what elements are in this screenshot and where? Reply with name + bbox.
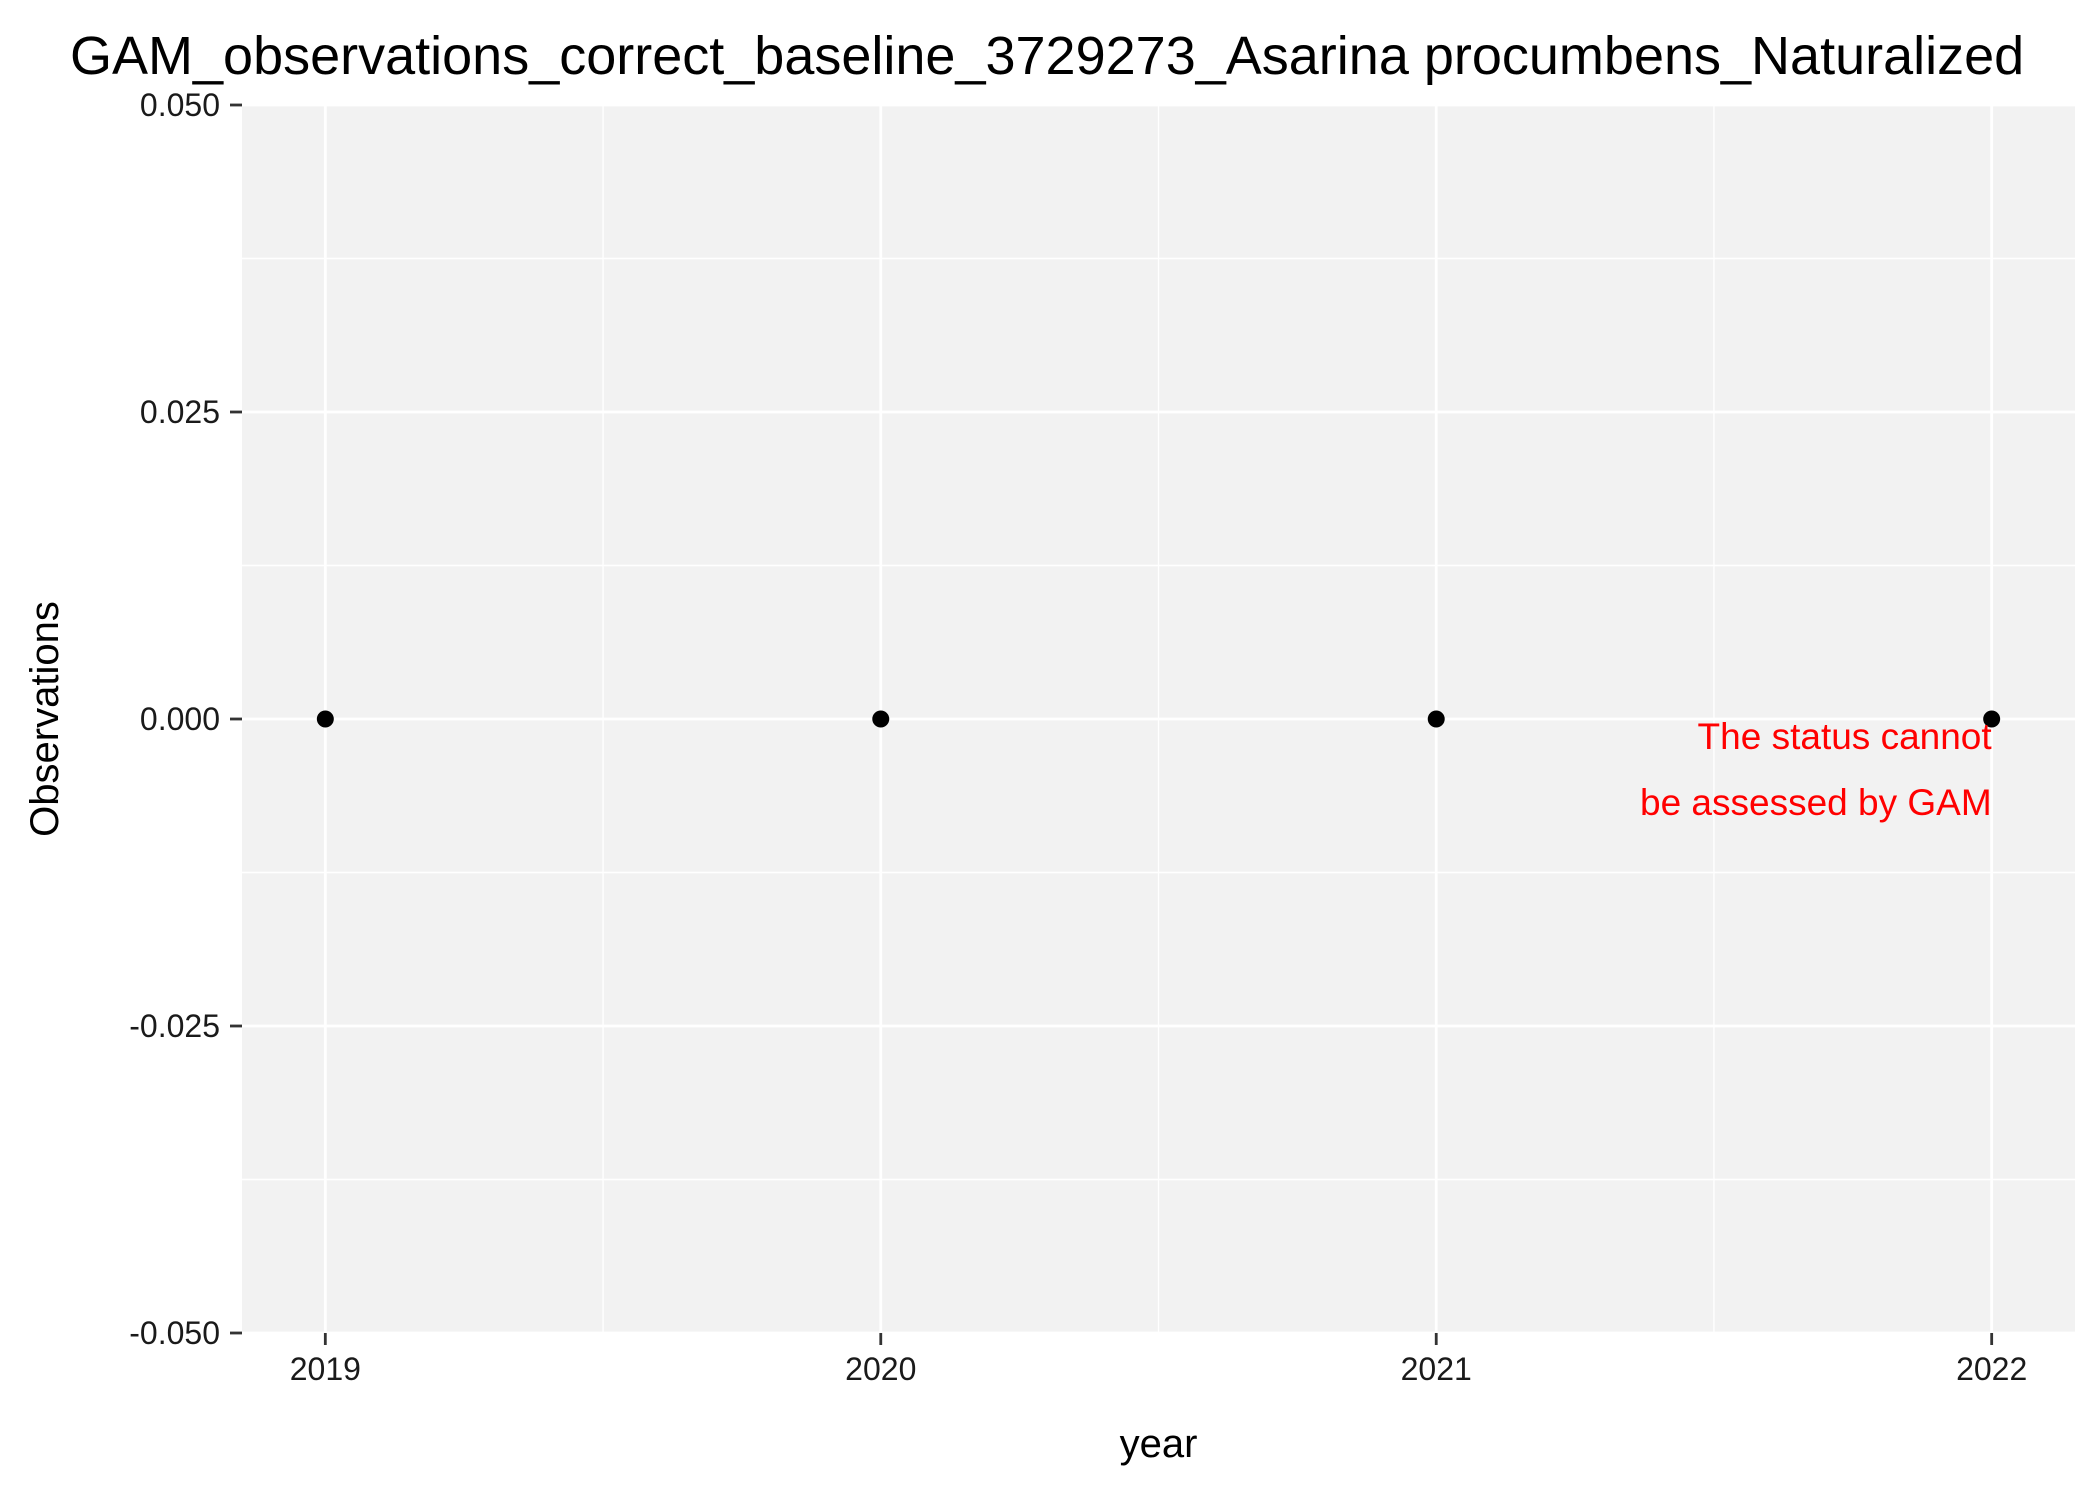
data-point <box>872 710 890 728</box>
data-point <box>1427 710 1445 728</box>
annotation-line: The status cannot <box>1698 716 1993 757</box>
data-point <box>316 710 334 728</box>
chart-title: GAM_observations_correct_baseline_372927… <box>70 26 2024 86</box>
data-points <box>316 710 2001 728</box>
y-tick-label: 0.025 <box>140 394 220 430</box>
y-tick-label: 0.050 <box>140 87 220 123</box>
y-tick-label: -0.025 <box>129 1008 220 1044</box>
y-tick-label: -0.050 <box>129 1315 220 1351</box>
x-tick-label: 2021 <box>1401 1351 1472 1387</box>
x-axis: 2019 2020 2021 2022 <box>290 1333 2027 1387</box>
x-tick-label: 2020 <box>845 1351 916 1387</box>
y-axis-title: Observations <box>23 601 67 837</box>
y-tick-label: 0.000 <box>140 701 220 737</box>
y-axis: -0.050 -0.025 0.000 0.025 0.050 <box>129 87 242 1351</box>
annotation: The status cannot be assessed by GAM <box>1640 716 1992 823</box>
x-axis-title: year <box>1120 1422 1198 1466</box>
annotation-line: be assessed by GAM <box>1640 782 1992 823</box>
x-tick-label: 2022 <box>1956 1351 2027 1387</box>
x-tick-label: 2019 <box>290 1351 361 1387</box>
data-point <box>1983 710 2001 728</box>
